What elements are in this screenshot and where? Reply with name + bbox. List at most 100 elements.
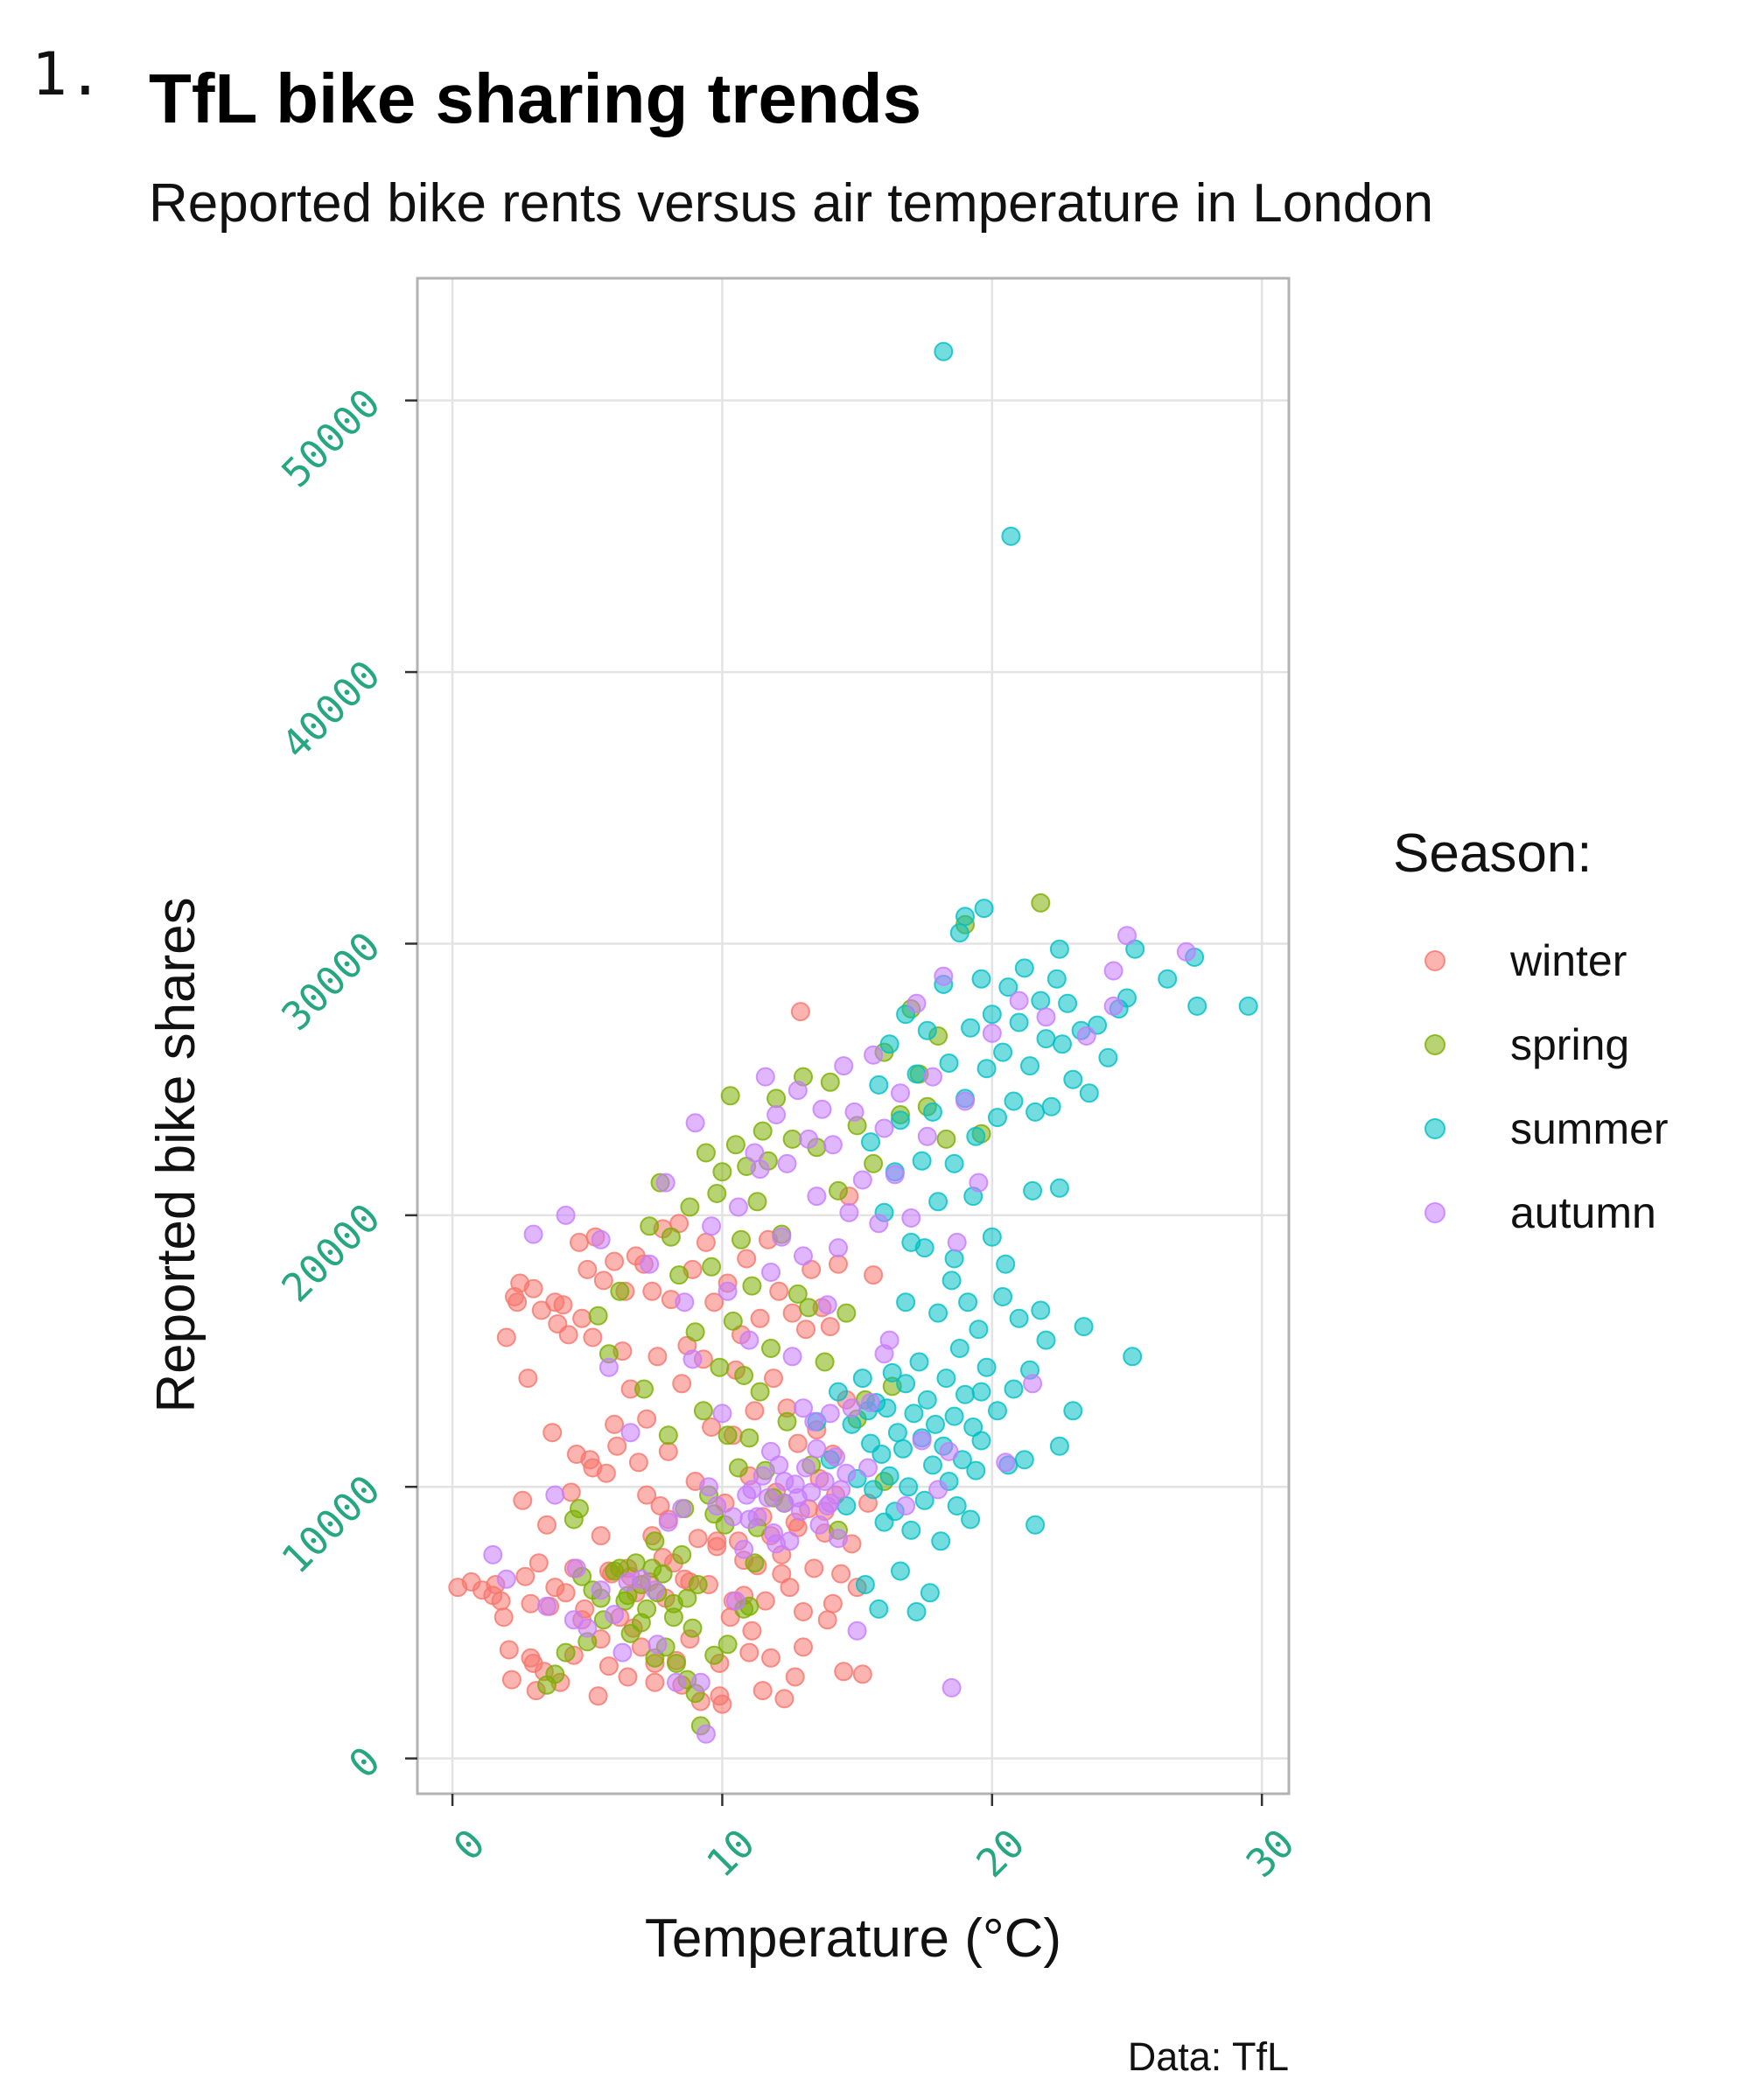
point-autumn <box>675 1292 695 1312</box>
point-autumn <box>839 1202 859 1222</box>
point-summer <box>939 1054 959 1073</box>
point-spring <box>588 1306 608 1326</box>
point-summer <box>1009 1308 1029 1328</box>
point-autumn <box>766 1105 787 1124</box>
point-summer <box>947 1496 967 1516</box>
point-winter <box>515 1566 536 1586</box>
y-tick-label: 30000 <box>273 923 389 1040</box>
x-axis-label: Temperature (°C) <box>645 1908 1061 1969</box>
point-autumn <box>655 1172 676 1193</box>
point-winter <box>528 1553 549 1573</box>
point-winter <box>605 1414 625 1434</box>
point-autumn <box>605 1605 625 1625</box>
point-winter <box>658 1441 678 1461</box>
point-summer <box>1026 1102 1046 1122</box>
point-autumn <box>1023 1374 1043 1394</box>
point-summer <box>976 1059 997 1079</box>
point-winter <box>831 1564 851 1584</box>
point-winter <box>822 1593 843 1614</box>
point-winter <box>618 1667 638 1687</box>
point-autumn <box>794 1246 813 1266</box>
point-winter <box>523 1654 543 1673</box>
point-autumn <box>831 1480 851 1500</box>
point-spring <box>820 1072 840 1092</box>
point-autumn <box>864 1045 884 1065</box>
point-winter <box>774 1689 794 1709</box>
point-autumn <box>906 993 927 1013</box>
point-spring <box>556 1642 576 1662</box>
point-spring <box>777 1411 797 1432</box>
point-summer <box>934 341 954 361</box>
point-winter <box>591 1526 611 1546</box>
point-winter <box>688 1529 708 1549</box>
point-summer <box>1063 1401 1083 1421</box>
point-spring <box>610 1281 630 1301</box>
point-winter <box>761 1648 780 1668</box>
point-autumn <box>942 1677 962 1698</box>
point-autumn <box>1103 996 1124 1016</box>
point-spring <box>734 1366 754 1385</box>
point-summer <box>944 1406 964 1426</box>
point-autumn <box>1009 990 1029 1011</box>
legend-label-autumn: autumn <box>1510 1188 1656 1237</box>
point-summer <box>909 1352 929 1372</box>
point-winter <box>739 1642 760 1662</box>
chart-subtitle: Reported bike rents versus air temperatu… <box>149 173 1433 234</box>
point-winter <box>583 1327 603 1348</box>
point-spring <box>688 1575 708 1594</box>
point-autumn <box>772 1227 792 1247</box>
point-winter <box>494 1607 514 1628</box>
point-winter <box>501 1670 522 1690</box>
point-spring <box>829 1180 848 1200</box>
point-autumn <box>728 1197 748 1217</box>
point-autumn <box>690 1672 710 1692</box>
point-summer <box>969 1320 989 1340</box>
point-autumn <box>807 1438 827 1459</box>
point-autumn <box>1103 961 1124 981</box>
point-autumn <box>947 1232 967 1252</box>
point-summer <box>861 1132 880 1152</box>
point-autumn <box>648 1634 668 1655</box>
point-winter <box>642 1281 662 1301</box>
point-summer <box>872 1445 892 1464</box>
point-autumn <box>817 1295 837 1315</box>
point-summer <box>842 1414 862 1434</box>
panel-number: 1. <box>32 40 103 109</box>
point-spring <box>658 1425 678 1446</box>
point-autumn <box>737 1485 757 1505</box>
point-spring <box>836 1303 857 1323</box>
point-autumn <box>796 1458 816 1478</box>
point-summer <box>956 906 975 927</box>
point-spring <box>864 1153 884 1173</box>
point-autumn <box>861 1393 880 1412</box>
point-autumn <box>829 1529 848 1549</box>
chart-title: TfL bike sharing trends <box>149 60 921 137</box>
point-spring <box>815 1352 835 1372</box>
point-winter <box>769 1281 789 1301</box>
point-spring <box>680 1197 700 1217</box>
point-autumn <box>755 1067 775 1087</box>
point-summer <box>1238 996 1258 1016</box>
point-autumn <box>752 1466 773 1486</box>
point-summer <box>1098 1047 1118 1068</box>
point-summer <box>1020 1056 1040 1076</box>
point-autumn <box>718 1281 738 1301</box>
point-spring <box>672 1544 692 1564</box>
point-spring <box>750 1382 770 1402</box>
point-winter <box>483 1586 503 1606</box>
point-autumn <box>939 1441 959 1461</box>
point-winter <box>834 1662 854 1682</box>
point-autumn <box>483 1544 503 1564</box>
point-winter <box>864 1265 884 1285</box>
point-autumn <box>812 1099 832 1119</box>
point-summer <box>961 1509 981 1530</box>
point-autumn <box>745 1143 765 1163</box>
point-summer <box>982 1004 1002 1025</box>
point-summer <box>877 1398 897 1418</box>
point-summer <box>1036 1029 1056 1049</box>
point-spring <box>747 1192 767 1212</box>
point-spring <box>645 1531 665 1551</box>
point-winter <box>788 1433 808 1453</box>
y-tick-label: 0 <box>340 1738 389 1788</box>
point-summer <box>971 1431 991 1451</box>
